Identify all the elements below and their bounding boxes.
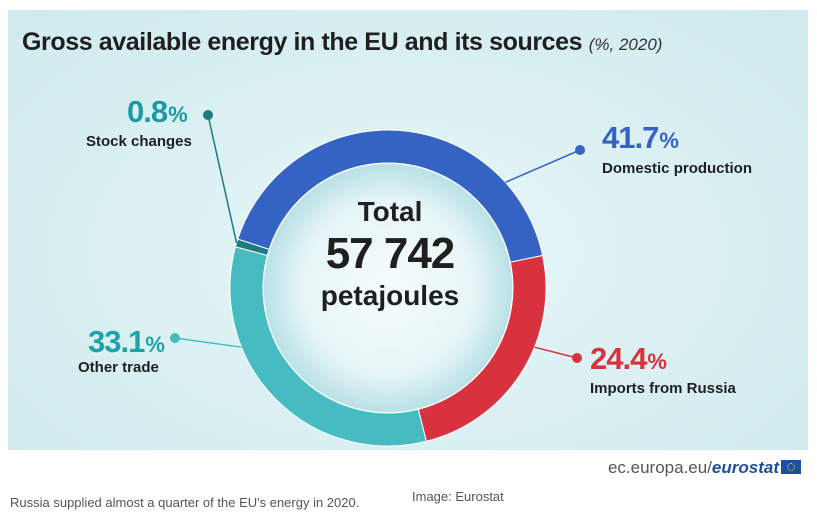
imports-russia-value: 24.4 — [590, 341, 647, 376]
legend-label-stock-changes: Stock changes — [86, 133, 192, 150]
donut-slice-stock-changes — [234, 238, 270, 257]
source-brand: eurostat — [711, 458, 779, 477]
leader-dot-stock-changes — [203, 110, 213, 120]
data-label-domestic-production-pct: 41.7% — [602, 122, 679, 153]
center-total-value: 57 742 — [325, 229, 456, 278]
image-caption: Russia supplied almost a quarter of the … — [10, 495, 360, 510]
chart-title-text: Gross available energy in the EU and its… — [22, 28, 583, 56]
stock-changes-pct-sign: % — [168, 102, 188, 127]
eu-flag-icon — [781, 460, 801, 474]
leader-dot-imports-russia — [572, 353, 582, 363]
donut-center-disc — [264, 164, 512, 412]
center-total-label: Total — [357, 196, 423, 227]
domestic-production-pct-sign: % — [659, 128, 679, 153]
other-trade-pct-sign: % — [145, 332, 165, 357]
data-label-stock-changes-pct: 0.8% — [127, 96, 188, 127]
leader-line-other-trade — [174, 337, 242, 348]
domestic-production-value: 41.7 — [602, 120, 659, 155]
donut-center-total: Total 57 742 petajoules — [290, 195, 490, 313]
other-trade-value: 33.1 — [88, 324, 145, 359]
leader-line-stock-changes — [207, 114, 238, 244]
leader-dot-domestic-production — [575, 145, 585, 155]
source-domain: ec.europa.eu/ — [607, 458, 712, 477]
stock-changes-value: 0.8 — [127, 94, 168, 129]
image-credit: Image: Eurostat — [412, 489, 504, 504]
chart-title-unit: (%, 2020) — [588, 35, 663, 54]
data-label-other-trade-pct: 33.1% — [88, 326, 165, 357]
chart-title: Gross available energy in the EU and its… — [22, 28, 662, 57]
leader-dot-other-trade — [170, 333, 180, 343]
legend-label-imports-russia: Imports from Russia — [590, 380, 736, 397]
imports-russia-pct-sign: % — [647, 349, 667, 374]
data-label-imports-russia-pct: 24.4% — [590, 343, 667, 374]
leader-line-imports-russia — [534, 346, 578, 359]
leader-line-domestic-production — [505, 149, 581, 183]
legend-label-other-trade: Other trade — [78, 359, 159, 376]
legend-label-domestic-production: Domestic production — [602, 160, 753, 177]
center-total-unit: petajoules — [320, 280, 460, 311]
source-credit: ec.europa.eu/eurostat — [608, 458, 801, 478]
